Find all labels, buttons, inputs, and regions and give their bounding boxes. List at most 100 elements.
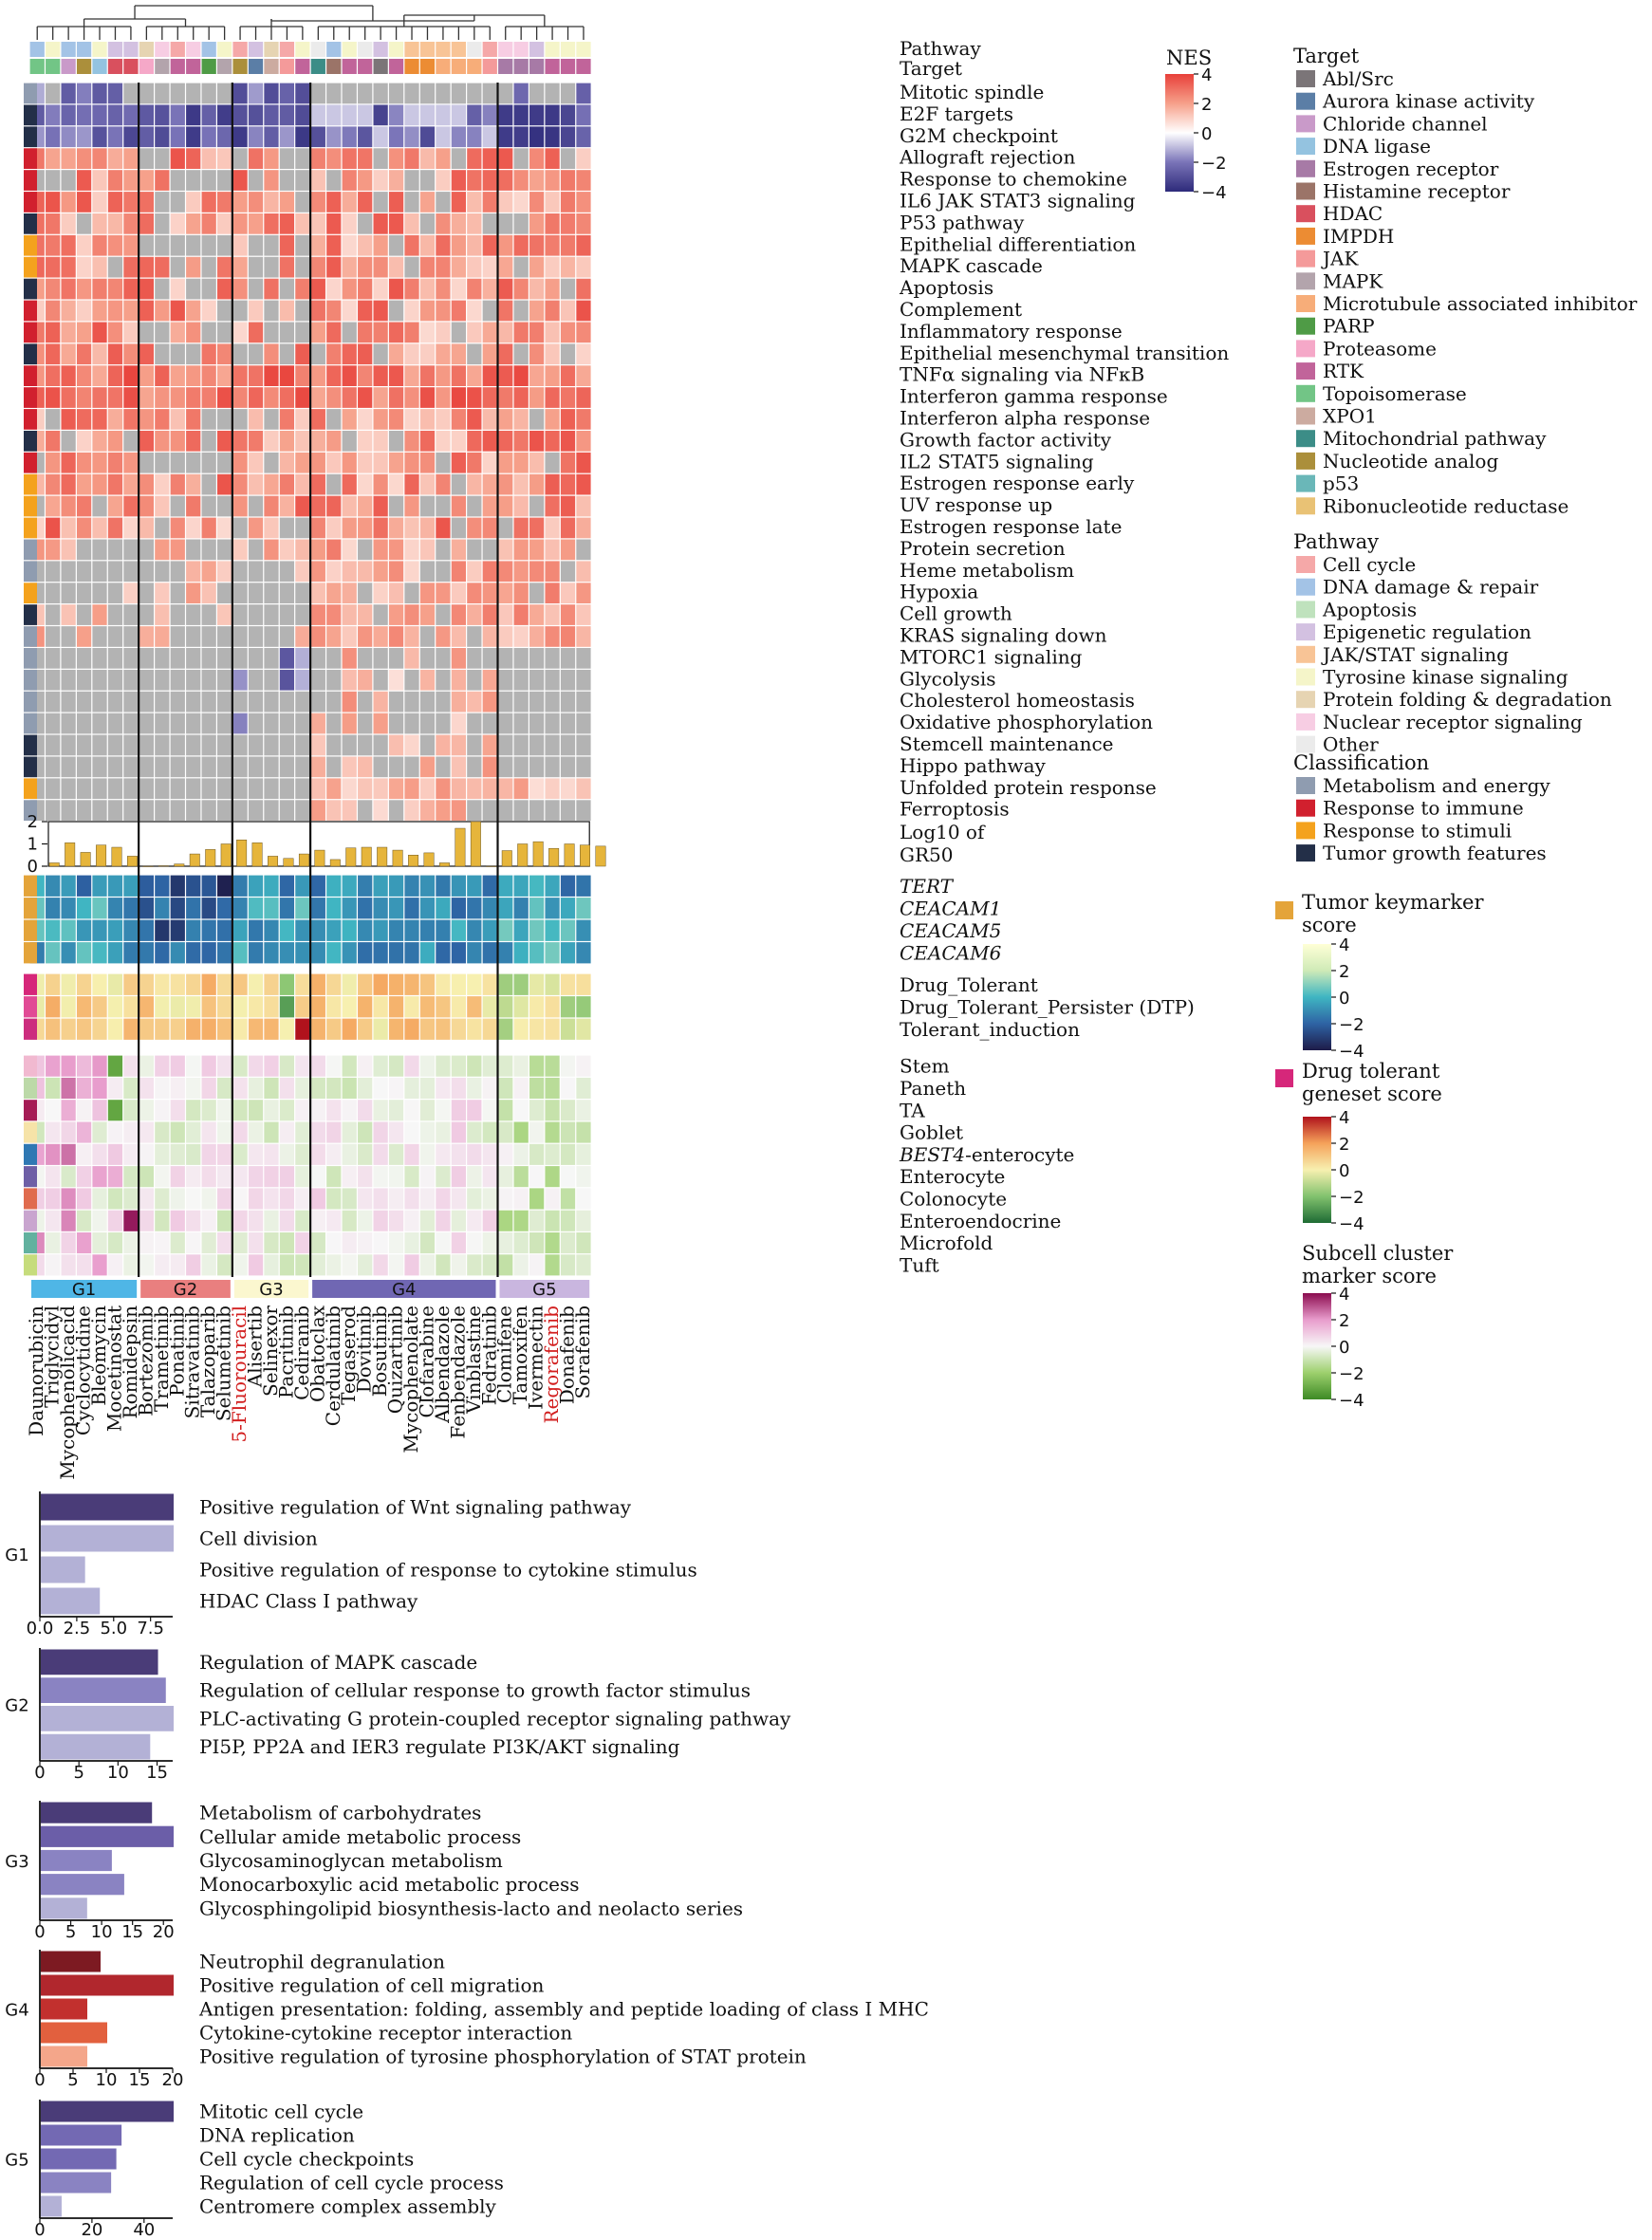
heatmap-cell — [545, 713, 560, 734]
heatmap-cell — [170, 756, 185, 778]
heatmap-cell — [498, 473, 513, 495]
heatmap-cell — [513, 539, 529, 561]
target-annotation-cell — [232, 59, 248, 74]
pathway-annotation-cell — [264, 42, 279, 57]
heatmap-cell — [217, 365, 232, 386]
heatmap-cell — [107, 387, 123, 408]
heatmap-cell — [295, 83, 310, 104]
heatmap-cell — [232, 83, 248, 104]
subcell-cell — [326, 1121, 342, 1143]
keymarker-cell — [264, 875, 279, 897]
keymarker-cell — [61, 942, 76, 964]
heatmap-cell — [232, 517, 248, 539]
drug-tolerant-cell — [342, 996, 357, 1018]
subcell-tick-label: 0 — [1339, 1338, 1349, 1358]
heatmap-cell — [373, 734, 388, 756]
subcell-cell — [186, 1254, 201, 1276]
subcell-cell — [248, 1121, 264, 1143]
subcell-cell — [217, 1121, 232, 1143]
heatmap-cell — [264, 300, 279, 322]
heatmap-cell — [61, 648, 76, 669]
heatmap-cell — [482, 213, 497, 234]
heatmap-cell — [529, 234, 545, 256]
subcell-cell — [107, 1121, 123, 1143]
heatmap-cell — [123, 626, 139, 647]
subcell-tick-label: 4 — [1339, 1285, 1349, 1305]
subcell-cell — [295, 1100, 310, 1121]
gr50-label-1: Log10 of — [900, 821, 986, 843]
heatmap-cell — [342, 431, 357, 452]
heatmap-cell — [232, 539, 248, 561]
subcell-cell — [155, 1055, 170, 1077]
subcell-cell — [92, 1055, 107, 1077]
pathway-label: Estrogen response late — [900, 515, 1122, 538]
drug-tolerant-cell — [295, 973, 310, 995]
drug-label: Alisertib — [244, 1305, 267, 1388]
heatmap-cell — [139, 583, 154, 603]
heatmap-cell — [170, 300, 185, 322]
heatmap-cell — [436, 648, 451, 669]
heatmap-cell — [482, 756, 497, 778]
heatmap-cell — [404, 669, 419, 691]
heatmap-cell — [232, 387, 248, 408]
subcell-tick-label: −2 — [1339, 1364, 1364, 1384]
heatmap-cell — [576, 365, 591, 386]
enrich-bar — [41, 1493, 174, 1521]
subcell-cell — [482, 1121, 497, 1143]
heatmap-cell — [123, 604, 139, 625]
drug-tolerant-cell — [404, 996, 419, 1018]
keymarker-cell — [248, 898, 264, 919]
drug-tolerant-cell — [388, 973, 404, 995]
subcell-cell — [170, 1232, 185, 1254]
subcell-cell — [279, 1188, 295, 1210]
subcell-cell — [92, 1166, 107, 1188]
subcell-cell — [107, 1166, 123, 1188]
heatmap-cell — [155, 473, 170, 495]
heatmap-cell — [123, 669, 139, 691]
heatmap-cell — [529, 256, 545, 278]
pathway-annotation-cell — [326, 42, 342, 57]
heatmap-cell — [248, 126, 264, 148]
subcell-cell — [279, 1143, 295, 1165]
heatmap-cell — [326, 713, 342, 734]
heatmap-cell — [373, 322, 388, 343]
keymarker-cell — [217, 942, 232, 964]
subcell-label: Enterocyte — [900, 1165, 1005, 1188]
keymarker-label: CEACAM5 — [900, 919, 1001, 942]
subcell-cell — [560, 1166, 576, 1188]
heatmap-cell — [436, 300, 451, 322]
drug-label: Obatoclax — [306, 1305, 328, 1402]
subcell-cell — [482, 1077, 497, 1099]
subcell-cell — [545, 1121, 560, 1143]
heatmap-cell — [529, 669, 545, 691]
drug-tolerant-cell — [419, 973, 436, 995]
heatmap-cell — [576, 170, 591, 191]
subcell-cell — [92, 1143, 107, 1165]
subcell-cell — [513, 1121, 529, 1143]
heatmap-cell — [388, 104, 404, 126]
heatmap-cell — [451, 713, 466, 734]
heatmap-cell — [451, 452, 466, 473]
keymarker-cell — [217, 919, 232, 941]
drug-tolerant-cell — [279, 996, 295, 1018]
heatmap-cell — [326, 734, 342, 756]
subcell-cell — [388, 1254, 404, 1276]
side-annotation-cell — [24, 1100, 37, 1121]
group-label: G2 — [174, 1280, 197, 1300]
heatmap-cell — [482, 256, 497, 278]
heatmap-cell — [92, 583, 107, 603]
heatmap-cell — [123, 431, 139, 452]
heatmap-cell — [186, 387, 201, 408]
heatmap-cell — [170, 583, 185, 603]
heatmap-cell — [170, 473, 185, 495]
heatmap-cell — [107, 322, 123, 343]
pathway-annotation-cell — [295, 42, 310, 57]
gr50-bar — [361, 846, 372, 867]
subcell-cell — [482, 1055, 497, 1077]
gr50-tick-label: 2 — [28, 812, 38, 832]
heatmap-cell — [388, 213, 404, 234]
drug-label: Regorafenib — [540, 1305, 563, 1424]
heatmap-cell — [279, 669, 295, 691]
heatmap-cell — [107, 256, 123, 278]
